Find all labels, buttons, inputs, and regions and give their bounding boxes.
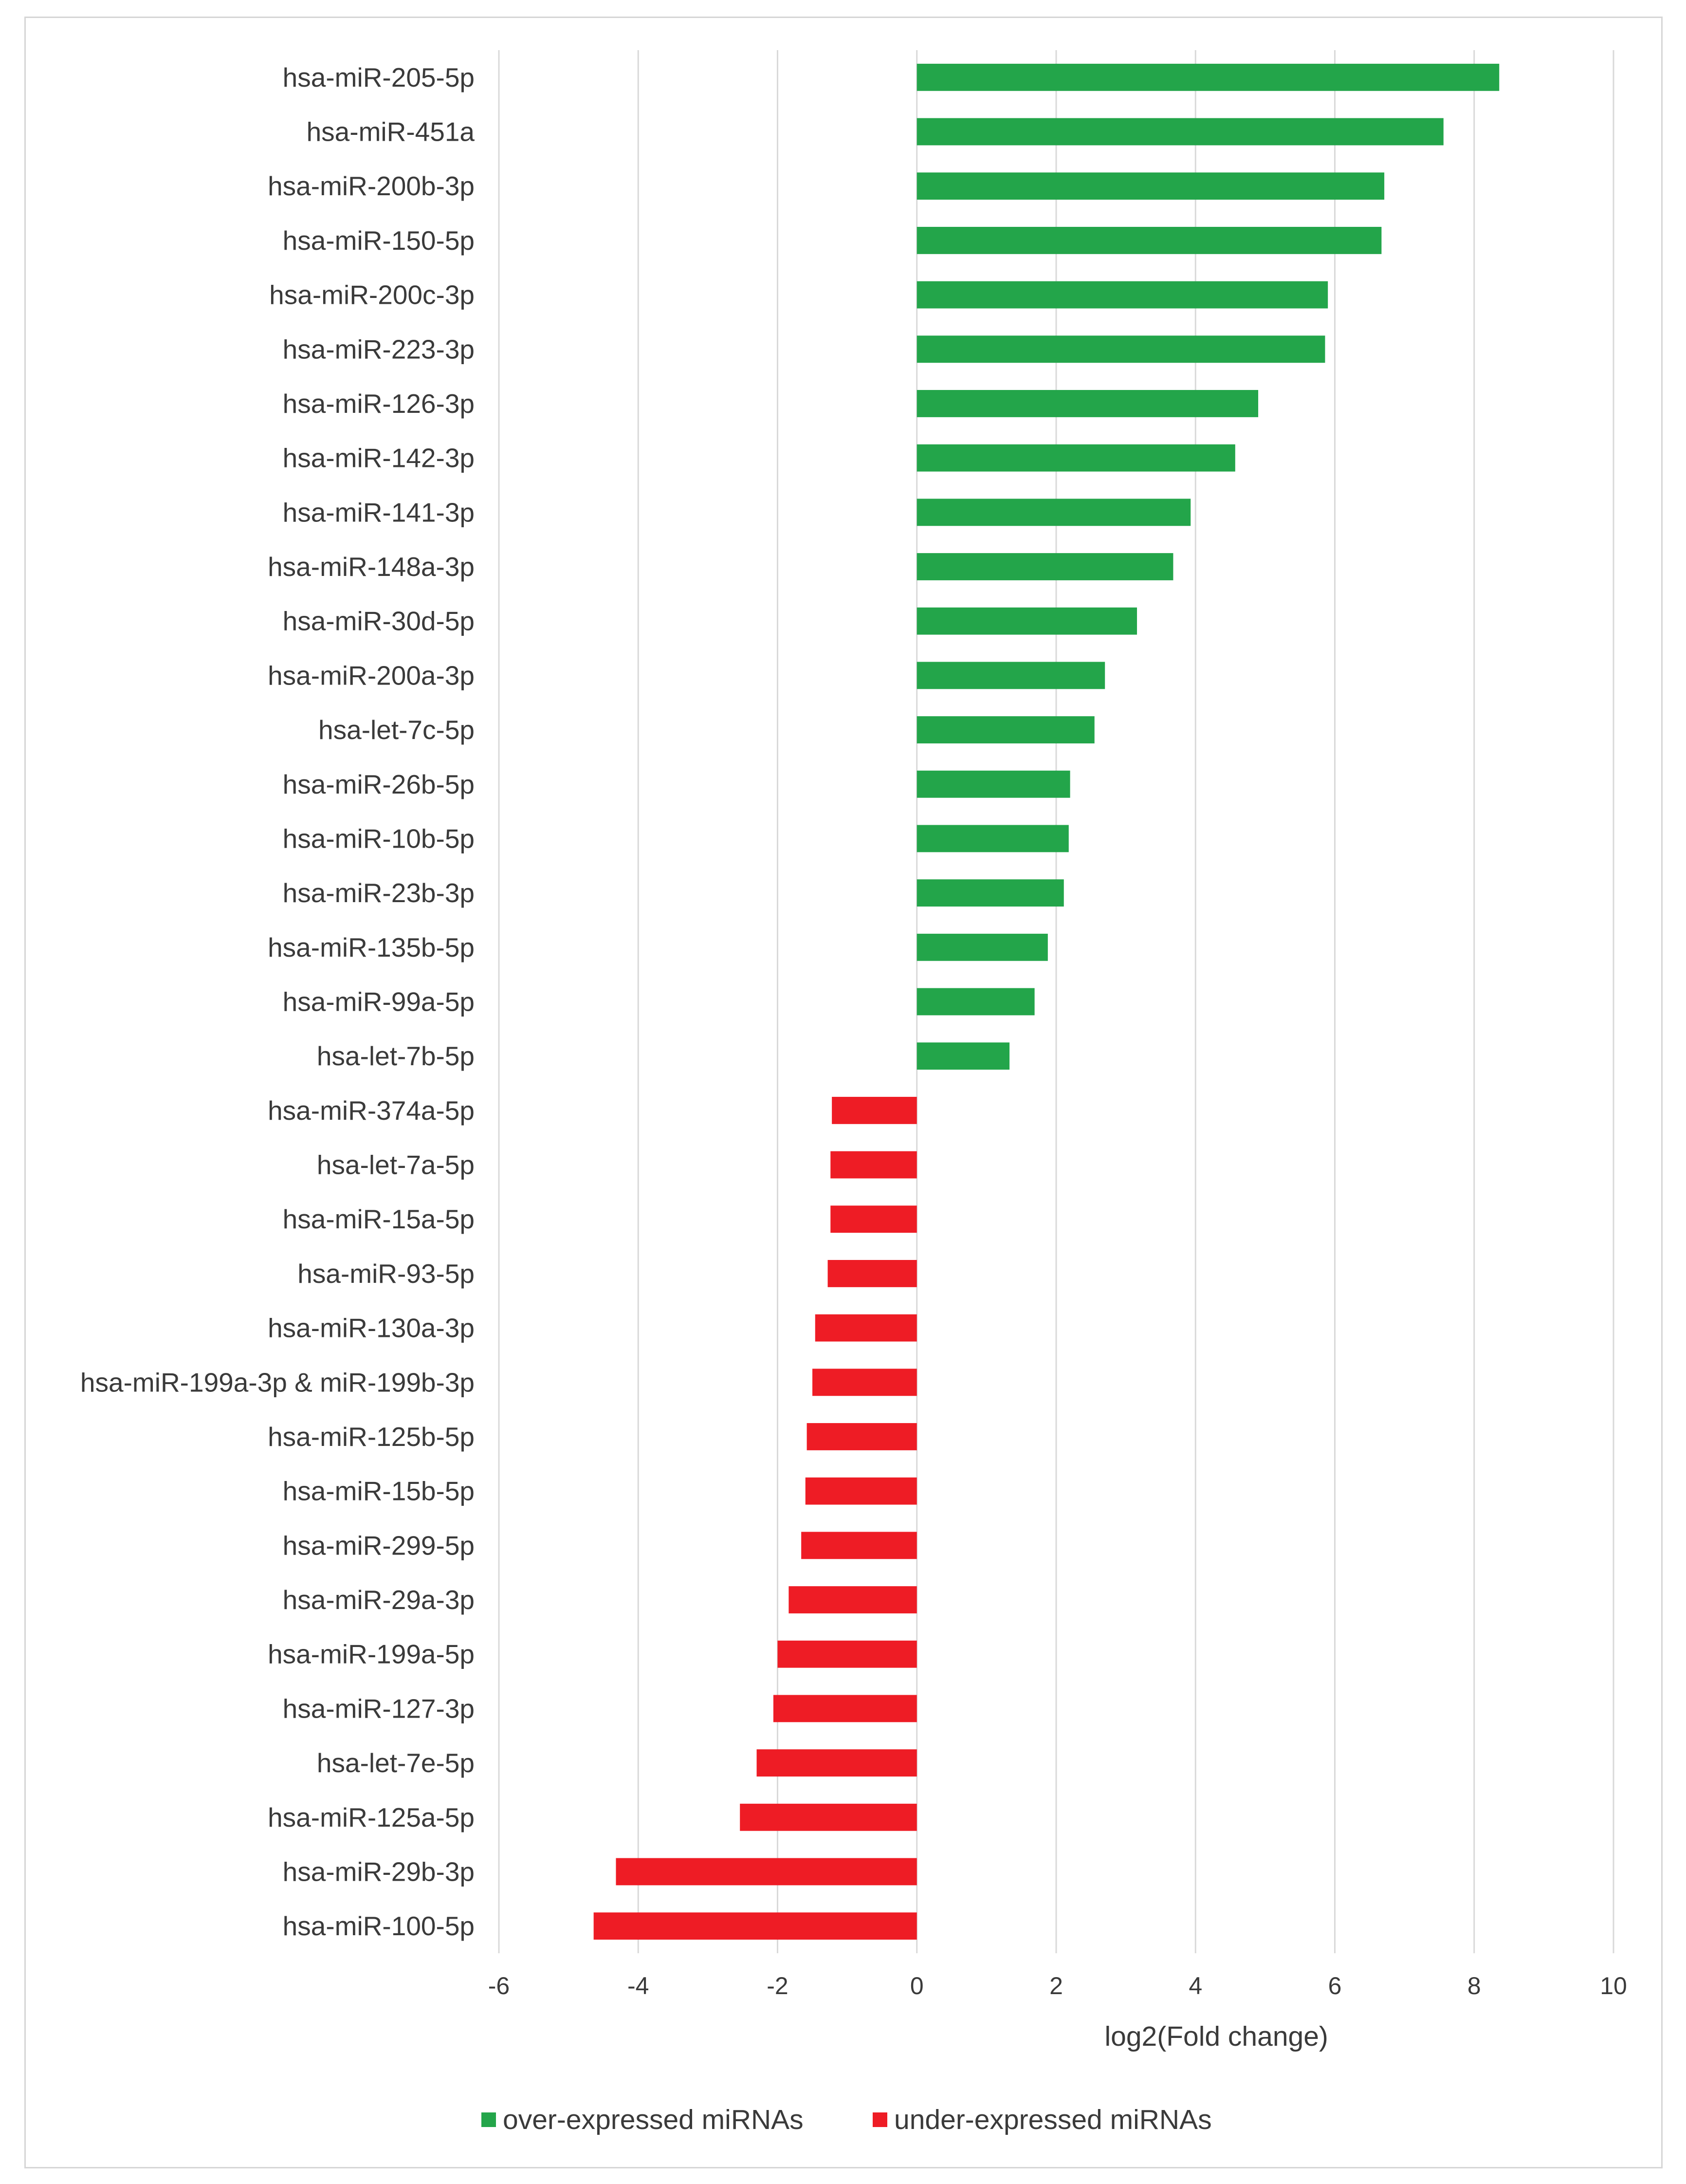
x-tick-label-0: -6 <box>488 1972 510 1999</box>
category-label-17: hsa-miR-135b-5p <box>268 932 475 962</box>
x-tick-label-1: -4 <box>627 1972 649 1999</box>
x-axis-title: log2(Fold change) <box>1104 2021 1328 2052</box>
bar-29 <box>788 1586 917 1613</box>
x-tick-label-4: 2 <box>1049 1972 1063 1999</box>
bar-33 <box>740 1803 917 1831</box>
bar-3 <box>916 172 1385 200</box>
legend-label-over: over-expressed miRNAs <box>503 2104 804 2135</box>
legend-label-under: under-expressed miRNAs <box>894 2104 1212 2135</box>
x-tick-label-3: 0 <box>910 1972 924 1999</box>
bar-6 <box>916 335 1325 363</box>
category-label-32: hsa-let-7e-5p <box>317 1748 475 1778</box>
category-label-3: hsa-miR-200b-3p <box>268 171 475 201</box>
bar-20 <box>832 1096 917 1124</box>
category-label-20: hsa-miR-374a-5p <box>268 1095 475 1126</box>
bar-chart: hsa-miR-205-5p hsa-miR-451a hsa-miR-200b-3… <box>80 50 1627 2135</box>
bar-21 <box>830 1151 917 1179</box>
category-label-25: hsa-miR-199a-3p & miR-199b-3p <box>80 1367 475 1397</box>
legend-swatch-over <box>481 2112 496 2127</box>
category-label-4: hsa-miR-150-5p <box>283 225 475 256</box>
category-label-31: hsa-miR-127-3p <box>283 1693 475 1723</box>
bar-24 <box>815 1314 917 1342</box>
x-tick-label-5: 4 <box>1189 1972 1202 1999</box>
category-label-21: hsa-let-7a-5p <box>317 1150 475 1180</box>
bar-10 <box>916 553 1173 580</box>
bar-31 <box>773 1695 917 1722</box>
category-label-24: hsa-miR-130a-3p <box>268 1313 475 1343</box>
bars <box>593 63 1500 1940</box>
category-label-12: hsa-miR-200a-3p <box>268 660 475 690</box>
category-label-1: hsa-miR-205-5p <box>283 62 475 93</box>
bar-9 <box>916 499 1191 526</box>
category-label-26: hsa-miR-125b-5p <box>268 1422 475 1452</box>
bar-22 <box>830 1205 917 1233</box>
x-tick-label-6: 6 <box>1328 1972 1342 1999</box>
bar-30 <box>777 1640 917 1668</box>
category-label-28: hsa-miR-299-5p <box>283 1530 475 1560</box>
bar-27 <box>805 1477 917 1505</box>
bar-2 <box>916 118 1444 146</box>
bar-11 <box>916 607 1137 635</box>
category-label-8: hsa-miR-142-3p <box>283 443 475 473</box>
bar-25 <box>812 1369 917 1396</box>
category-label-33: hsa-miR-125a-5p <box>268 1802 475 1832</box>
bar-18 <box>916 988 1035 1016</box>
bar-23 <box>827 1260 917 1287</box>
category-label-6: hsa-miR-223-3p <box>283 334 475 364</box>
category-label-22: hsa-miR-15a-5p <box>283 1204 475 1234</box>
bar-5 <box>916 281 1328 309</box>
category-label-9: hsa-miR-141-3p <box>283 497 475 527</box>
bar-1 <box>916 63 1500 91</box>
category-label-5: hsa-miR-200c-3p <box>269 280 475 310</box>
category-label-18: hsa-miR-99a-5p <box>283 987 475 1017</box>
category-labels: hsa-miR-205-5p hsa-miR-451a hsa-miR-200b-3… <box>80 62 475 1941</box>
gridlines <box>498 50 1614 1953</box>
x-tick-label-2: -2 <box>767 1972 788 1999</box>
bar-4 <box>916 226 1382 254</box>
bar-17 <box>916 933 1048 961</box>
bar-15 <box>916 825 1069 852</box>
bar-19 <box>916 1042 1010 1070</box>
bar-28 <box>801 1532 917 1559</box>
category-label-15: hsa-miR-10b-5p <box>283 823 475 853</box>
category-label-7: hsa-miR-126-3p <box>283 389 475 419</box>
x-tick-labels: -6 -4 -2 0 2 4 6 8 10 <box>488 1972 1627 1999</box>
category-label-29: hsa-miR-29a-3p <box>283 1585 475 1615</box>
bar-13 <box>916 716 1095 743</box>
bar-12 <box>916 662 1105 689</box>
chart-frame: hsa-miR-205-5p hsa-miR-451a hsa-miR-200b-3… <box>24 17 1663 2168</box>
category-label-2: hsa-miR-451a <box>307 117 475 147</box>
bar-34 <box>616 1858 917 1886</box>
category-label-11: hsa-miR-30d-5p <box>283 606 475 636</box>
category-label-35: hsa-miR-100-5p <box>283 1911 475 1941</box>
bar-8 <box>916 444 1235 472</box>
x-tick-label-7: 8 <box>1467 1972 1481 1999</box>
category-label-13: hsa-let-7c-5p <box>318 715 475 745</box>
category-label-27: hsa-miR-15b-5p <box>283 1476 475 1506</box>
category-label-16: hsa-miR-23b-3p <box>283 878 475 908</box>
category-label-14: hsa-miR-26b-5p <box>283 769 475 799</box>
bar-7 <box>916 390 1259 417</box>
category-label-23: hsa-miR-93-5p <box>297 1259 475 1289</box>
legend-swatch-under <box>873 2112 887 2127</box>
legend: over-expressed miRNAs under-expressed miR… <box>481 2104 1212 2135</box>
x-tick-label-8: 10 <box>1600 1972 1627 1999</box>
bar-16 <box>916 879 1064 907</box>
category-label-19: hsa-let-7b-5p <box>317 1041 475 1071</box>
category-label-30: hsa-miR-199a-5p <box>268 1639 475 1669</box>
bar-35 <box>593 1912 917 1940</box>
bar-14 <box>916 770 1070 798</box>
category-label-34: hsa-miR-29b-3p <box>283 1856 475 1887</box>
category-label-10: hsa-miR-148a-3p <box>268 552 475 582</box>
bar-26 <box>806 1423 917 1450</box>
bar-32 <box>756 1749 917 1777</box>
